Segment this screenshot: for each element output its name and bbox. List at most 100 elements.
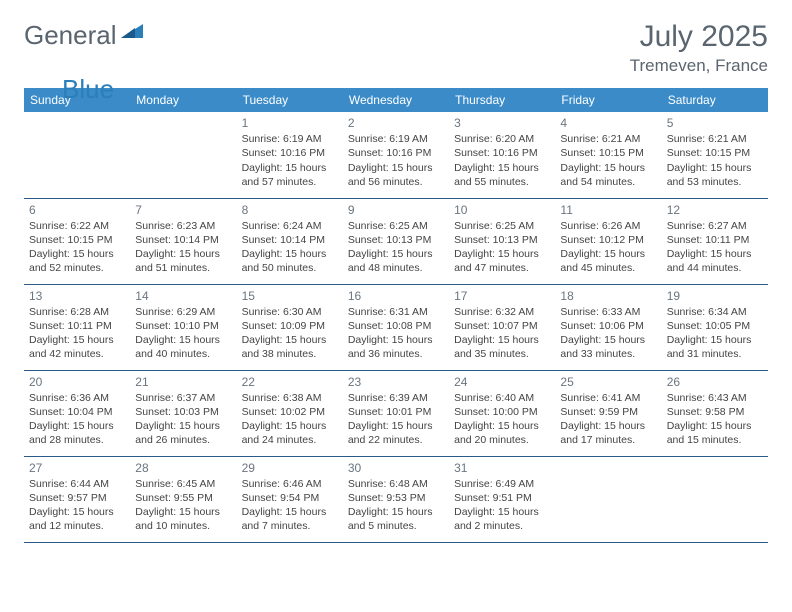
- day-header: Friday: [555, 88, 661, 112]
- calendar-cell: 24Sunrise: 6:40 AMSunset: 10:00 PMDaylig…: [449, 370, 555, 456]
- day-info-line: and 35 minutes.: [454, 347, 550, 361]
- day-info-line: and 7 minutes.: [242, 519, 338, 533]
- day-number: 31: [454, 460, 550, 476]
- day-info-line: Sunrise: 6:19 AM: [242, 132, 338, 146]
- day-info-line: Sunrise: 6:22 AM: [29, 219, 125, 233]
- day-info-line: Sunrise: 6:44 AM: [29, 477, 125, 491]
- day-info-line: and 53 minutes.: [667, 175, 763, 189]
- day-info-line: Daylight: 15 hours: [242, 419, 338, 433]
- day-number: 13: [29, 288, 125, 304]
- day-info-line: Sunrise: 6:30 AM: [242, 305, 338, 319]
- day-info-line: Daylight: 15 hours: [242, 247, 338, 261]
- day-number: 1: [242, 115, 338, 131]
- day-info-line: and 33 minutes.: [560, 347, 656, 361]
- day-info-line: Daylight: 15 hours: [667, 333, 763, 347]
- day-number: 21: [135, 374, 231, 390]
- day-number: 9: [348, 202, 444, 218]
- day-info-line: and 40 minutes.: [135, 347, 231, 361]
- day-info-line: Sunrise: 6:19 AM: [348, 132, 444, 146]
- calendar-cell: 29Sunrise: 6:46 AMSunset: 9:54 PMDayligh…: [237, 456, 343, 542]
- day-info-line: Sunset: 10:14 PM: [135, 233, 231, 247]
- day-number: 24: [454, 374, 550, 390]
- day-info-line: Sunset: 10:11 PM: [29, 319, 125, 333]
- calendar-cell: [130, 112, 236, 198]
- day-info-line: Daylight: 15 hours: [135, 333, 231, 347]
- calendar-cell: 5Sunrise: 6:21 AMSunset: 10:15 PMDayligh…: [662, 112, 768, 198]
- day-info-line: Daylight: 15 hours: [135, 505, 231, 519]
- day-info-line: Daylight: 15 hours: [454, 333, 550, 347]
- calendar-cell: [555, 456, 661, 542]
- day-number: 10: [454, 202, 550, 218]
- day-info-line: Daylight: 15 hours: [242, 333, 338, 347]
- day-info-line: and 12 minutes.: [29, 519, 125, 533]
- calendar-cell: 10Sunrise: 6:25 AMSunset: 10:13 PMDaylig…: [449, 198, 555, 284]
- day-info-line: Daylight: 15 hours: [29, 247, 125, 261]
- day-info-line: Sunset: 10:06 PM: [560, 319, 656, 333]
- calendar-cell: 31Sunrise: 6:49 AMSunset: 9:51 PMDayligh…: [449, 456, 555, 542]
- day-header: Wednesday: [343, 88, 449, 112]
- day-info-line: Daylight: 15 hours: [348, 161, 444, 175]
- day-info-line: and 17 minutes.: [560, 433, 656, 447]
- day-info-line: Sunset: 10:10 PM: [135, 319, 231, 333]
- day-info-line: Sunrise: 6:31 AM: [348, 305, 444, 319]
- day-info-line: Sunset: 10:03 PM: [135, 405, 231, 419]
- calendar-cell: 25Sunrise: 6:41 AMSunset: 9:59 PMDayligh…: [555, 370, 661, 456]
- day-info-line: Daylight: 15 hours: [454, 247, 550, 261]
- day-number: 27: [29, 460, 125, 476]
- logo: General: [24, 20, 145, 51]
- calendar-cell: 17Sunrise: 6:32 AMSunset: 10:07 PMDaylig…: [449, 284, 555, 370]
- calendar-cell: 1Sunrise: 6:19 AMSunset: 10:16 PMDayligh…: [237, 112, 343, 198]
- day-info-line: and 54 minutes.: [560, 175, 656, 189]
- day-info-line: Sunset: 9:54 PM: [242, 491, 338, 505]
- day-info-line: Sunset: 10:14 PM: [242, 233, 338, 247]
- day-number: 25: [560, 374, 656, 390]
- day-info-line: and 24 minutes.: [242, 433, 338, 447]
- calendar-cell: 16Sunrise: 6:31 AMSunset: 10:08 PMDaylig…: [343, 284, 449, 370]
- day-info-line: Daylight: 15 hours: [242, 505, 338, 519]
- day-info-line: Sunset: 10:11 PM: [667, 233, 763, 247]
- day-info-line: Sunset: 10:16 PM: [348, 146, 444, 160]
- day-number: 23: [348, 374, 444, 390]
- day-info-line: Sunrise: 6:34 AM: [667, 305, 763, 319]
- day-info-line: Sunrise: 6:49 AM: [454, 477, 550, 491]
- day-number: 4: [560, 115, 656, 131]
- calendar-week: 20Sunrise: 6:36 AMSunset: 10:04 PMDaylig…: [24, 370, 768, 456]
- day-number: 20: [29, 374, 125, 390]
- day-number: 29: [242, 460, 338, 476]
- day-number: 19: [667, 288, 763, 304]
- day-number: 3: [454, 115, 550, 131]
- day-info-line: Daylight: 15 hours: [242, 161, 338, 175]
- day-number: 30: [348, 460, 444, 476]
- day-info-line: and 10 minutes.: [135, 519, 231, 533]
- day-info-line: Sunrise: 6:21 AM: [560, 132, 656, 146]
- day-info-line: Daylight: 15 hours: [454, 419, 550, 433]
- month-title: July 2025: [630, 20, 768, 54]
- day-info-line: Sunrise: 6:29 AM: [135, 305, 231, 319]
- day-info-line: and 15 minutes.: [667, 433, 763, 447]
- calendar-cell: 14Sunrise: 6:29 AMSunset: 10:10 PMDaylig…: [130, 284, 236, 370]
- day-info-line: and 31 minutes.: [667, 347, 763, 361]
- day-info-line: Daylight: 15 hours: [667, 247, 763, 261]
- calendar-cell: 6Sunrise: 6:22 AMSunset: 10:15 PMDayligh…: [24, 198, 130, 284]
- header: General July 2025 Tremeven, France: [24, 20, 768, 76]
- day-info-line: Daylight: 15 hours: [560, 161, 656, 175]
- day-info-line: Sunrise: 6:32 AM: [454, 305, 550, 319]
- day-info-line: Daylight: 15 hours: [454, 161, 550, 175]
- calendar-cell: 22Sunrise: 6:38 AMSunset: 10:02 PMDaylig…: [237, 370, 343, 456]
- day-info-line: Sunrise: 6:33 AM: [560, 305, 656, 319]
- day-info-line: Daylight: 15 hours: [560, 247, 656, 261]
- day-info-line: Daylight: 15 hours: [667, 419, 763, 433]
- day-info-line: Sunset: 10:01 PM: [348, 405, 444, 419]
- day-info-line: Sunset: 9:55 PM: [135, 491, 231, 505]
- calendar-cell: 30Sunrise: 6:48 AMSunset: 9:53 PMDayligh…: [343, 456, 449, 542]
- day-number: 2: [348, 115, 444, 131]
- day-info-line: Sunrise: 6:39 AM: [348, 391, 444, 405]
- day-number: 5: [667, 115, 763, 131]
- calendar-cell: 27Sunrise: 6:44 AMSunset: 9:57 PMDayligh…: [24, 456, 130, 542]
- calendar-cell: 26Sunrise: 6:43 AMSunset: 9:58 PMDayligh…: [662, 370, 768, 456]
- day-header-row: Sunday Monday Tuesday Wednesday Thursday…: [24, 88, 768, 112]
- day-header: Saturday: [662, 88, 768, 112]
- calendar-cell: 18Sunrise: 6:33 AMSunset: 10:06 PMDaylig…: [555, 284, 661, 370]
- day-info-line: and 56 minutes.: [348, 175, 444, 189]
- calendar-week: 27Sunrise: 6:44 AMSunset: 9:57 PMDayligh…: [24, 456, 768, 542]
